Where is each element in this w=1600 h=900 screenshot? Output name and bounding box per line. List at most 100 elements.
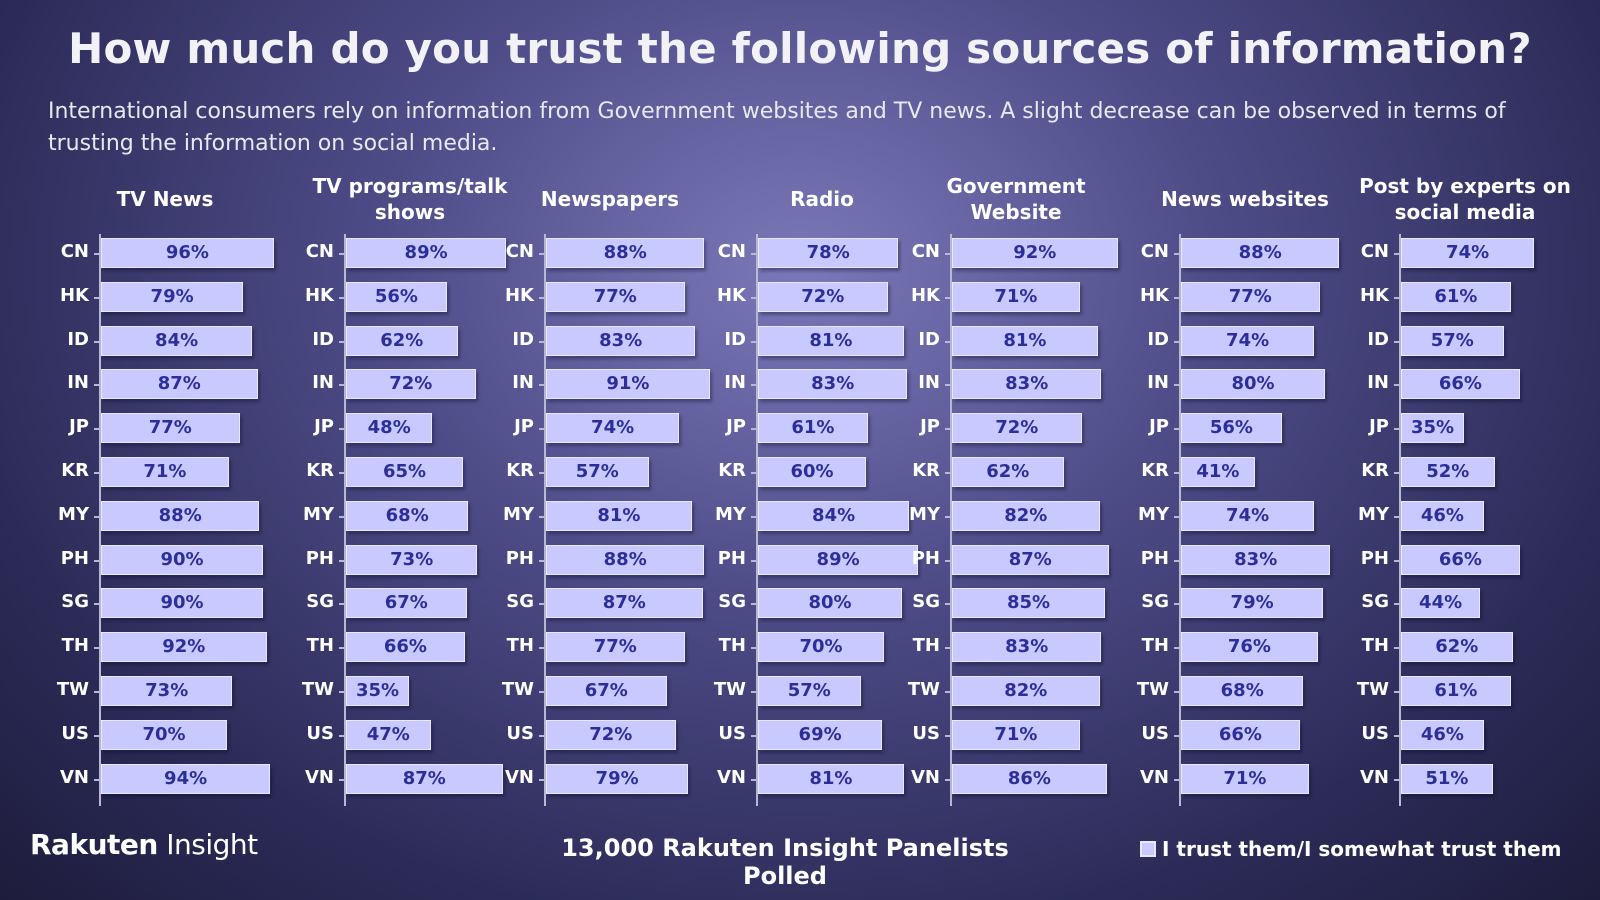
category-label: PH [1360, 547, 1389, 569]
category-label: TW [56, 679, 89, 700]
category-label: MY [503, 503, 534, 525]
axis-tick [945, 296, 951, 299]
category-label: SG [1141, 591, 1169, 613]
bar [546, 281, 685, 312]
chart-panel: Radio CN 78% HK 72% ID 81% IN 83% JP 61% KR 60% MY 84%… [712, 168, 932, 828]
bar [101, 676, 233, 706]
bar-value-label: 84% [812, 504, 856, 526]
bar-value-label: 88% [1238, 242, 1282, 263]
axis-tick [945, 603, 951, 606]
bar [346, 238, 507, 268]
bar-value-label: 71% [994, 723, 1038, 745]
bar-value-label: 81% [1003, 329, 1047, 351]
bar [758, 325, 904, 356]
bar-value-label: 82% [1004, 504, 1048, 526]
axis-tick [539, 428, 545, 431]
bar [1181, 500, 1315, 531]
category-label: PH [60, 547, 89, 569]
category-label: VN [1140, 766, 1169, 788]
panelists-note: 13,000 Rakuten Insight Panelists Polled [561, 834, 1009, 890]
axis-tick [94, 691, 100, 693]
category-label: SG [1361, 591, 1389, 613]
axis-tick [539, 340, 545, 343]
bar [346, 632, 465, 663]
bar-value-label: 79% [1230, 592, 1274, 614]
bar-value-label: 96% [165, 242, 209, 263]
category-label: CN [1360, 241, 1389, 262]
bar [346, 588, 467, 619]
bar-value-label: 83% [1005, 373, 1049, 395]
bar [1181, 763, 1309, 794]
bar-value-label: 73% [145, 680, 189, 701]
category-label: HK [1139, 284, 1169, 306]
chart-panel: Newspapers CN 88% HK 77% ID 83% IN 91% JP 74% KR 57%… [500, 168, 720, 828]
category-label: PH [1140, 547, 1169, 569]
category-label: ID [512, 328, 534, 350]
bar [546, 500, 692, 531]
bar [346, 763, 503, 794]
category-label: TH [718, 635, 746, 657]
bar [758, 763, 904, 794]
axis-tick [539, 603, 545, 606]
category-label: JP [726, 416, 746, 438]
category-label: ID [918, 328, 940, 350]
bar [952, 588, 1105, 619]
category-label: ID [67, 328, 89, 350]
bar-value-label: 35% [1410, 417, 1455, 439]
category-label: VN [911, 766, 940, 788]
axis-tick [751, 691, 757, 693]
bar [758, 281, 888, 312]
bar [546, 544, 705, 575]
bar [546, 457, 649, 487]
category-label: JP [1149, 416, 1169, 438]
axis-tick [1394, 472, 1400, 474]
bar-value-label: 83% [811, 373, 855, 395]
bar-value-label: 48% [367, 417, 411, 439]
axis-tick [945, 778, 951, 781]
axis-tick [945, 340, 951, 343]
bar-value-label: 74% [591, 417, 635, 439]
bar-value-label: 68% [385, 504, 429, 526]
category-label: IN [724, 372, 746, 394]
axis-tick [539, 515, 545, 518]
category-label: TH [506, 635, 534, 657]
bar-value-label: 83% [599, 329, 643, 351]
category-label: CN [505, 241, 534, 262]
category-label: HK [59, 284, 89, 306]
bar [952, 457, 1064, 487]
category-label: HK [1359, 284, 1389, 306]
axis-tick [94, 253, 100, 255]
bar [346, 500, 469, 531]
category-label: PH [505, 547, 534, 569]
axis-tick [751, 603, 757, 606]
bar [546, 238, 705, 268]
bar-value-label: 77% [593, 285, 637, 307]
bar [1401, 413, 1464, 444]
bar-value-label: 94% [164, 767, 208, 789]
bar-value-label: 87% [157, 373, 201, 395]
bar [1401, 325, 1504, 356]
axis-tick [539, 734, 545, 737]
axis-tick [945, 734, 951, 737]
axis-tick [339, 253, 345, 255]
bar-value-label: 47% [366, 723, 410, 745]
bar-value-label: 70% [799, 636, 843, 658]
bar [1181, 281, 1320, 312]
axis-tick [539, 559, 545, 562]
axis-tick [945, 559, 951, 562]
axis-tick [1394, 691, 1400, 693]
rakuten-insight-logo: Rakuten Insight [30, 828, 258, 861]
bar [1401, 719, 1484, 750]
category-axis [950, 234, 952, 806]
axis-tick [1394, 340, 1400, 343]
chart-panel: News websites CN 88% HK 77% ID 74% IN 80% JP 56% KR… [1135, 168, 1355, 828]
bar-value-label: 89% [816, 548, 860, 570]
category-label: MY [909, 503, 940, 525]
panel-title: TV programs/talk shows [312, 174, 508, 224]
category-label: VN [60, 766, 89, 788]
bar-value-label: 46% [1420, 723, 1464, 745]
bar [346, 457, 463, 487]
category-axis [756, 234, 758, 806]
category-label: TH [912, 635, 940, 657]
axis-tick [94, 428, 100, 431]
